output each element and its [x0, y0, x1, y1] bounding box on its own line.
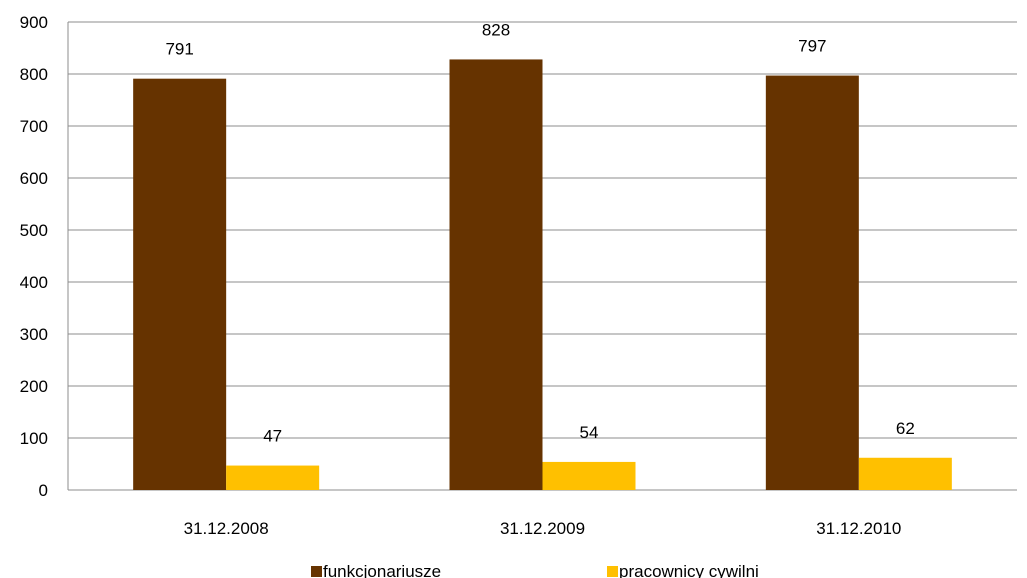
x-axis-tick-labels: 31.12.2008 31.12.2009 31.12.2010	[184, 519, 902, 538]
bar-pracownicy-cywilni	[226, 465, 320, 490]
x-tick-label: 31.12.2010	[816, 519, 901, 538]
data-labels: 791 47 828 54 797 62	[165, 20, 914, 445]
y-axis-tick-labels: 0 100 200 300 400 500 600 700 800 900	[20, 13, 48, 500]
data-label: 62	[896, 419, 915, 438]
y-tick-label: 900	[20, 13, 48, 32]
bar-pracownicy-cywilni	[858, 457, 952, 490]
data-label: 47	[263, 427, 282, 446]
legend-label: funkcjonariusze	[323, 562, 441, 578]
x-tick-label: 31.12.2008	[184, 519, 269, 538]
legend-label: pracownicy cywilni	[619, 562, 759, 578]
bar-funkcjonariusze	[449, 59, 543, 490]
bar-pracownicy-cywilni	[542, 461, 636, 490]
legend-swatch	[607, 566, 618, 577]
y-tick-label: 700	[20, 117, 48, 136]
data-label: 791	[165, 40, 193, 59]
y-tick-label: 0	[39, 481, 48, 500]
y-tick-label: 400	[20, 273, 48, 292]
x-tick-label: 31.12.2009	[500, 519, 585, 538]
data-label: 828	[482, 20, 510, 39]
y-tick-label: 500	[20, 221, 48, 240]
bar-funkcjonariusze	[133, 78, 227, 491]
bar-funkcjonariusze	[765, 75, 859, 490]
y-tick-label: 100	[20, 429, 48, 448]
y-tick-label: 600	[20, 169, 48, 188]
bars	[133, 59, 952, 491]
y-tick-label: 800	[20, 65, 48, 84]
legend-swatch	[311, 566, 322, 577]
legend: funkcjonariusze pracownicy cywilni	[311, 562, 759, 578]
y-tick-label: 300	[20, 325, 48, 344]
data-label: 797	[798, 37, 826, 56]
data-label: 54	[580, 423, 599, 442]
y-tick-label: 200	[20, 377, 48, 396]
